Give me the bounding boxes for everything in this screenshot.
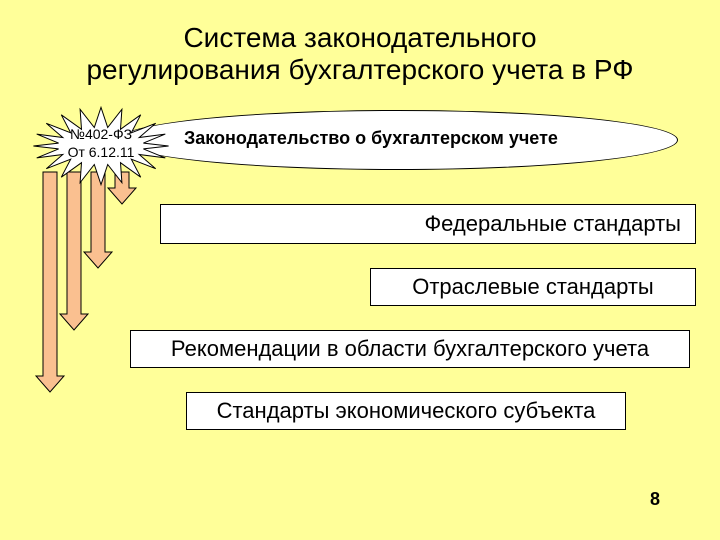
title-line-1: Система законодательного bbox=[183, 22, 536, 53]
box-industry-standards: Отраслевые стандарты bbox=[370, 268, 696, 306]
law-badge-line2: От 6.12.11 bbox=[68, 144, 135, 160]
box-federal-standards: Федеральные стандарты bbox=[160, 204, 696, 244]
box-recs-label: Рекомендации в области бухгалтерского уч… bbox=[171, 336, 649, 362]
legislation-ellipse-label: Законодательство о бухгалтерском учете bbox=[184, 128, 558, 149]
box-entity-standards: Стандарты экономического субъекта bbox=[186, 392, 626, 430]
page-number: 8 bbox=[650, 489, 660, 510]
box-recommendations: Рекомендации в области бухгалтерского уч… bbox=[130, 330, 690, 368]
title-line-2: регулирования бухгалтерского учета в РФ bbox=[86, 54, 633, 85]
law-badge-line1: №402-ФЗ bbox=[70, 126, 132, 142]
box-industry-label: Отраслевые стандарты bbox=[412, 274, 654, 300]
box-entity-label: Стандарты экономического субъекта bbox=[217, 398, 596, 424]
box-federal-label: Федеральные стандарты bbox=[424, 211, 681, 237]
slide-title: Система законодательного регулирования б… bbox=[0, 22, 720, 86]
law-badge-text: №402-ФЗ От 6.12.11 bbox=[46, 126, 156, 161]
